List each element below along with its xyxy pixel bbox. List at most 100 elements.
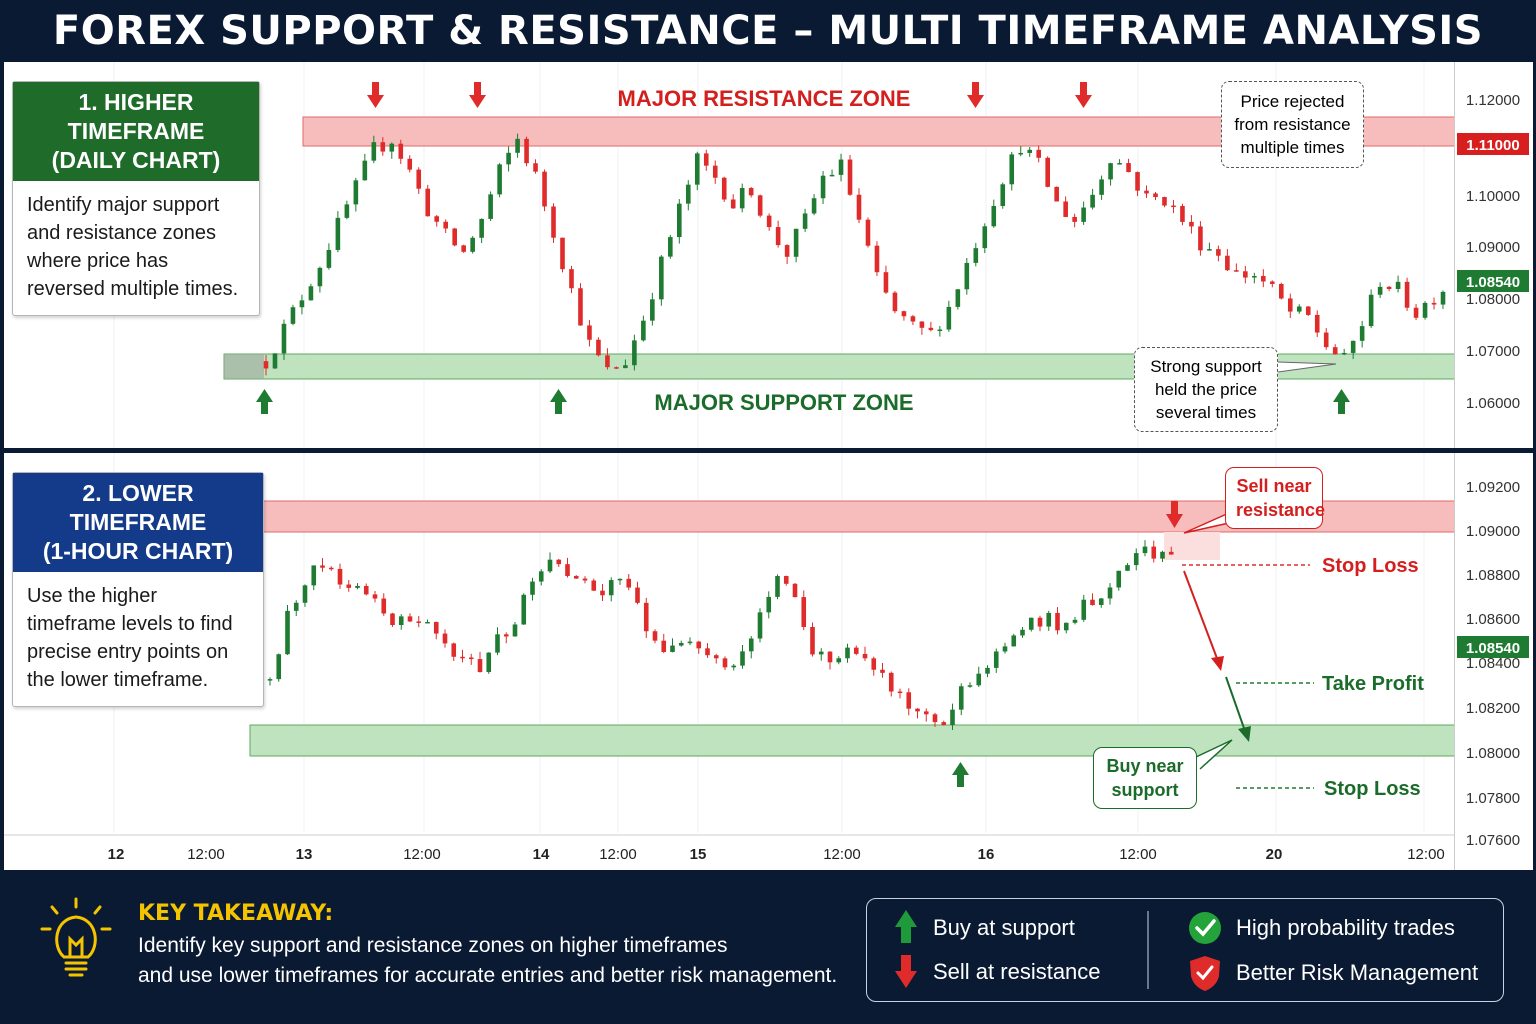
hourly-candle <box>582 578 588 581</box>
hourly-candle <box>442 633 448 644</box>
daily-candle <box>371 142 377 161</box>
key-takeaway-text: Identify key support and resistance zone… <box>138 931 858 991</box>
daily-candle <box>443 221 448 229</box>
hourly-candle <box>862 653 868 659</box>
hourly-candle <box>468 657 474 660</box>
price-tick-label: 1.08800 <box>1466 567 1520 584</box>
hourly-candle <box>1055 612 1060 631</box>
hourly-candle <box>591 580 597 591</box>
higher-timeframe-description: Identify major support and resistance zo… <box>27 194 239 300</box>
daily-candle <box>641 320 646 341</box>
hourly-candle <box>302 585 308 603</box>
hourly-candle <box>783 576 789 584</box>
hourly-candle <box>1160 551 1165 559</box>
hourly-candle <box>1142 546 1148 554</box>
daily-candle <box>524 138 529 164</box>
daily-candle <box>272 353 278 369</box>
daily-candle <box>820 175 826 199</box>
daily-candle <box>1000 184 1006 206</box>
daily-candle <box>1440 291 1446 305</box>
legend-risk-management: Better Risk Management <box>1236 960 1479 985</box>
daily-candle <box>1135 172 1140 191</box>
daily-candle <box>928 327 934 331</box>
daily-candle <box>380 142 386 152</box>
price-tick-label: 1.07600 <box>1466 832 1520 849</box>
daily-candle <box>982 226 988 249</box>
resistance-price-value: 1.11000 <box>1466 137 1519 154</box>
daily-price-axis: 1.12000 1.10000 1.09000 1.08000 1.07000 1.060… <box>1454 62 1533 448</box>
daily-candle <box>802 213 808 229</box>
daily-candle <box>1386 286 1392 289</box>
hourly-candle <box>740 651 745 666</box>
daily-candle <box>838 159 844 175</box>
time-tick-label: 12:00 <box>403 846 441 863</box>
daily-candle <box>919 321 925 328</box>
hourly-candle <box>836 658 842 663</box>
daily-candle <box>263 361 269 369</box>
hourly-candle <box>661 640 667 652</box>
daily-candle <box>1413 307 1419 318</box>
daily-candle <box>398 143 404 159</box>
hourly-price-axis: 1.09200 1.09000 1.08800 1.08600 1.08400 1.082… <box>1454 453 1533 870</box>
support-callout-pointer <box>1277 361 1337 373</box>
hourly-candle <box>1168 551 1174 555</box>
hourly-candle <box>320 565 325 568</box>
hourly-candle <box>696 641 702 649</box>
daily-candle <box>1099 179 1104 195</box>
daily-candle <box>703 153 709 166</box>
daily-candle <box>1180 205 1185 222</box>
buy-trade-path <box>1225 676 1246 732</box>
daily-candle <box>937 329 943 332</box>
daily-candle <box>1162 197 1167 206</box>
daily-candle <box>560 237 565 270</box>
hourly-candle <box>1020 629 1025 636</box>
hourly-candle <box>748 638 754 652</box>
resistance-price-tag <box>1457 133 1529 155</box>
daily-candle <box>506 152 511 165</box>
take-profit-label: Take Profit <box>1322 673 1424 695</box>
daily-candle <box>1350 340 1356 353</box>
daily-candle <box>1072 216 1077 222</box>
daily-candle <box>973 248 979 263</box>
hourly-candle <box>941 722 947 726</box>
hourly-candle <box>950 709 955 726</box>
hourly-candle <box>1002 646 1008 652</box>
daily-candle <box>1431 302 1437 305</box>
higher-timeframe-header: 1. HIGHER TIMEFRAME (DAILY CHART) <box>13 82 259 181</box>
hourly-candle <box>888 672 894 692</box>
hourly-candle <box>460 656 465 659</box>
price-tick-label: 1.09000 <box>1466 239 1520 256</box>
daily-candle <box>883 272 889 293</box>
hourly-candle <box>993 651 999 668</box>
daily-candle <box>793 228 799 257</box>
hourly-candle <box>433 621 439 634</box>
daily-candle <box>721 177 727 200</box>
price-tick-label: 1.10000 <box>1466 188 1520 205</box>
hourly-candle <box>600 590 605 596</box>
stop-loss-label-top: Stop Loss <box>1322 555 1419 577</box>
hourly-candle <box>827 651 833 663</box>
daily-candle <box>1314 314 1320 333</box>
arrow-down-icon <box>1238 726 1251 742</box>
legend-sell: Sell at resistance <box>933 959 1101 984</box>
arrow-up-icon <box>256 389 273 414</box>
hourly-candle <box>267 679 273 681</box>
daily-candle <box>991 205 997 227</box>
hourly-candle <box>556 559 562 565</box>
hourly-candle <box>503 634 509 637</box>
arrow-up-icon <box>895 910 917 943</box>
hourly-candle <box>1090 599 1095 606</box>
daily-candle <box>1045 157 1050 187</box>
hourly-candle <box>337 568 343 585</box>
hourly-candle <box>381 598 387 614</box>
daily-candle <box>1377 286 1383 295</box>
daily-candle <box>730 199 736 209</box>
time-tick-label: 12:00 <box>187 846 225 863</box>
daily-candle <box>946 306 952 330</box>
hourly-candle <box>678 642 684 646</box>
hourly-candle <box>372 594 378 599</box>
hourly-candle <box>486 652 492 673</box>
daily-candle <box>1332 347 1338 355</box>
hourly-candle <box>328 567 334 570</box>
daily-candle <box>623 365 628 369</box>
